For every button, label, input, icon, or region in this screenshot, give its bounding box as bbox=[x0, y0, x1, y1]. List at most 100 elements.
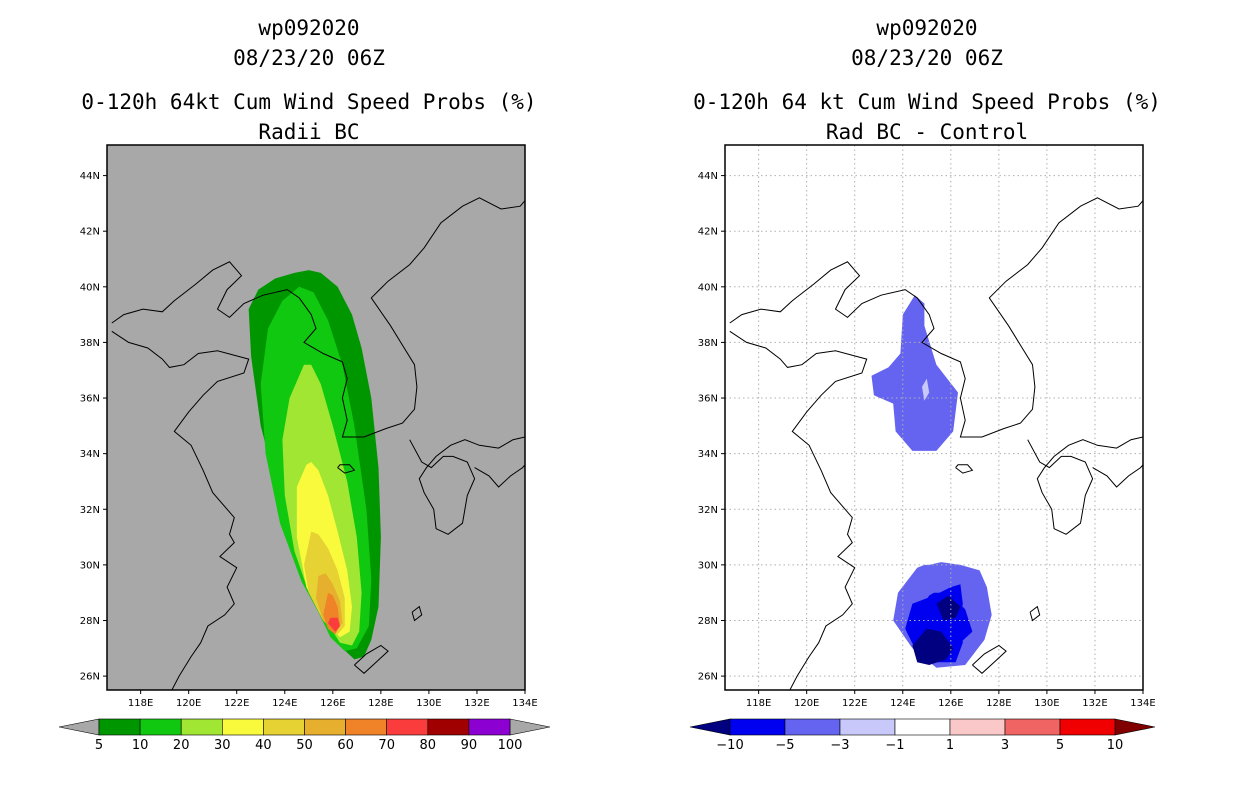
right-grid bbox=[725, 145, 1143, 690]
right-coastline-0 bbox=[729, 197, 1143, 438]
left-title-storm: wp092020 bbox=[258, 16, 360, 40]
right-colorbar: −10 −5 −3 −1 1 3 5 10 bbox=[689, 718, 1156, 753]
right-colorbar-swatch-2 bbox=[839, 718, 896, 736]
right-colorbar-swatch-0 bbox=[729, 718, 786, 736]
left-colorbar-label-3: 30 bbox=[214, 738, 231, 753]
left-colorbar-over bbox=[509, 718, 551, 736]
right-xtick-label-8: 134E bbox=[1130, 698, 1155, 709]
left-colorbar-swatch-5 bbox=[304, 718, 346, 736]
left-chart-svg: 118E 120E 122E 124E 126E 128E 130E 132E 134E 26N 2… bbox=[58, 144, 551, 753]
left-colorbar: 5 10 20 30 40 50 60 70 80 90 100 bbox=[58, 718, 551, 753]
left-plot-area bbox=[111, 197, 525, 690]
left-colorbar-swatch-6 bbox=[345, 718, 388, 736]
right-coastlines bbox=[729, 197, 1143, 690]
left-coastline-0 bbox=[111, 197, 525, 438]
left-title-subtitle: Radii BC bbox=[258, 120, 360, 144]
right-colorbar-label-7: 10 bbox=[1107, 738, 1124, 753]
right-ytick-label-6: 38N bbox=[698, 338, 718, 349]
right-ytick-label-8: 42N bbox=[698, 227, 718, 238]
left-xtick-label-2: 122E bbox=[224, 698, 249, 709]
left-ytick-label-3: 32N bbox=[80, 505, 100, 516]
left-title-datetime: 08/23/20 06Z bbox=[233, 46, 385, 70]
left-coastline-1 bbox=[111, 330, 250, 690]
left-xtick-label-3: 124E bbox=[272, 698, 297, 709]
left-ytick-label-7: 40N bbox=[80, 282, 100, 293]
right-title-storm: wp092020 bbox=[876, 16, 978, 40]
left-xtick-label-0: 118E bbox=[128, 698, 153, 709]
right-xtick-label-3: 124E bbox=[890, 698, 915, 709]
right-title-datetime: 08/23/20 06Z bbox=[851, 46, 1003, 70]
right-coastline-5 bbox=[972, 644, 1007, 674]
left-ytick-label-0: 26N bbox=[80, 672, 100, 683]
right-colorbar-label-4: 1 bbox=[946, 738, 954, 753]
left-colorbar-swatch-4 bbox=[263, 718, 305, 736]
right-colorbar-over bbox=[1114, 718, 1156, 736]
right-colorbar-label-3: −1 bbox=[885, 738, 904, 753]
left-ytick-label-2: 30N bbox=[80, 560, 100, 571]
right-contour-minus10-4 bbox=[912, 628, 954, 665]
right-title-subtitle: Rad BC - Control bbox=[825, 120, 1029, 144]
left-ytick-label-6: 38N bbox=[80, 338, 100, 349]
right-plot-frame bbox=[724, 144, 1144, 691]
right-ytick-label-9: 44N bbox=[698, 171, 718, 182]
left-colorbar-label-2: 20 bbox=[173, 738, 190, 753]
right-ytick-label-7: 40N bbox=[698, 282, 718, 293]
right-colorbar-swatch-5 bbox=[1004, 718, 1061, 736]
left-colorbar-label-7: 70 bbox=[378, 738, 395, 753]
left-coastline-2 bbox=[409, 436, 525, 535]
left-ytick-label-5: 36N bbox=[80, 394, 100, 405]
right-xtick-label-6: 130E bbox=[1034, 698, 1059, 709]
left-xtick-label-6: 130E bbox=[416, 698, 441, 709]
left-ytick-label-8: 42N bbox=[80, 227, 100, 238]
right-xtick-label-0: 118E bbox=[746, 698, 771, 709]
right-plot-area bbox=[725, 145, 1143, 690]
left-xtick-label-8: 134E bbox=[512, 698, 537, 709]
left-colorbar-label-1: 10 bbox=[132, 738, 149, 753]
right-ytick-label-1: 28N bbox=[698, 616, 718, 627]
left-xtick-label-4: 126E bbox=[320, 698, 345, 709]
left-colorbar-swatch-8 bbox=[427, 718, 470, 736]
left-colorbar-label-6: 60 bbox=[337, 738, 354, 753]
left-colorbar-swatch-2 bbox=[180, 718, 223, 736]
right-xtick-label-5: 128E bbox=[986, 698, 1011, 709]
left-ytick-label-1: 28N bbox=[80, 616, 100, 627]
left-coastlines bbox=[111, 197, 525, 690]
right-colorbar-label-2: −3 bbox=[830, 738, 849, 753]
left-coastline-5 bbox=[354, 644, 389, 674]
left-colorbar-swatch-7 bbox=[386, 718, 429, 736]
left-coastline-6 bbox=[411, 605, 423, 622]
right-colorbar-swatch-3 bbox=[894, 718, 951, 736]
right-contour-minus3-0 bbox=[871, 295, 958, 451]
right-chart-panel: wp092020 08/23/20 06Z 0-120h 64 kt Cum W… bbox=[618, 0, 1236, 800]
right-colorbar-label-0: −10 bbox=[716, 738, 743, 753]
left-plot-frame bbox=[106, 144, 526, 691]
right-xtick-label-1: 120E bbox=[794, 698, 819, 709]
left-contour-70-7 bbox=[328, 617, 340, 632]
left-colorbar-label-8: 80 bbox=[420, 738, 437, 753]
right-coastline-6 bbox=[1029, 605, 1041, 622]
right-ytick-label-2: 30N bbox=[698, 560, 718, 571]
right-xtick-label-2: 122E bbox=[842, 698, 867, 709]
left-colorbar-swatch-1 bbox=[139, 718, 182, 736]
right-ytick-label-0: 26N bbox=[698, 672, 718, 683]
left-colorbar-label-10: 100 bbox=[498, 738, 523, 753]
left-chart-panel: wp092020 08/23/20 06Z 0-120h 64kt Cum Wi… bbox=[58, 16, 551, 753]
right-xtick-label-7: 132E bbox=[1082, 698, 1107, 709]
left-colorbar-label-4: 40 bbox=[255, 738, 272, 753]
right-coastline-2 bbox=[1027, 436, 1143, 535]
right-chart-svg: 118E 120E 122E 124E 126E 128E 130E 132E 134E 26N 2… bbox=[689, 144, 1156, 753]
right-title-product: 0-120h 64 kt Cum Wind Speed Probs (%) bbox=[693, 90, 1161, 114]
left-xtick-label-1: 120E bbox=[176, 698, 201, 709]
left-xtick-label-7: 132E bbox=[464, 698, 489, 709]
right-contour-minus10-5 bbox=[936, 595, 961, 621]
right-coastline-3 bbox=[1092, 464, 1143, 488]
right-xtick-label-4: 126E bbox=[938, 698, 963, 709]
right-coastline-1 bbox=[729, 330, 868, 690]
right-ytick-label-5: 36N bbox=[698, 394, 718, 405]
left-ytick-label-4: 34N bbox=[80, 449, 100, 460]
right-colorbar-swatch-6 bbox=[1059, 718, 1116, 736]
left-colorbar-swatch-3 bbox=[222, 718, 264, 736]
right-colorbar-swatch-4 bbox=[949, 718, 1006, 736]
left-title-product: 0-120h 64kt Cum Wind Speed Probs (%) bbox=[81, 90, 537, 114]
left-xtick-label-5: 128E bbox=[368, 698, 393, 709]
